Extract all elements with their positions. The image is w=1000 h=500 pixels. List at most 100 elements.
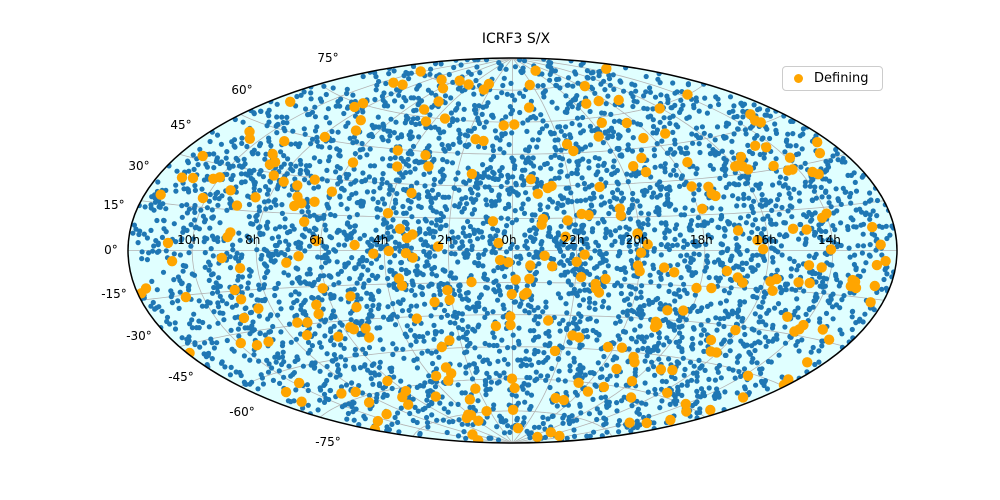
sources-point xyxy=(303,167,309,173)
hour-tick-label: 16h xyxy=(754,233,777,247)
sources-point xyxy=(265,219,271,225)
defining-point xyxy=(231,200,243,211)
sources-point xyxy=(750,253,756,259)
sources-point xyxy=(531,307,537,313)
sources-point xyxy=(414,180,420,186)
sources-point xyxy=(274,122,280,128)
sources-point xyxy=(586,158,592,164)
sources-point xyxy=(673,172,679,178)
sources-point xyxy=(289,280,295,286)
hour-tick-label: 8h xyxy=(245,233,260,247)
sources-point xyxy=(380,121,386,127)
sources-point xyxy=(626,243,632,249)
sources-point xyxy=(414,303,420,309)
sources-point xyxy=(750,293,756,300)
sources-point xyxy=(375,114,381,120)
sources-point xyxy=(564,326,570,333)
sources-point xyxy=(658,276,664,282)
sources-point xyxy=(460,116,467,122)
sources-point xyxy=(407,410,413,417)
sources-point xyxy=(463,370,469,376)
sources-point xyxy=(235,326,241,332)
sources-point xyxy=(210,253,216,259)
sources-point xyxy=(606,305,612,311)
sources-point xyxy=(640,345,646,352)
sources-point xyxy=(275,351,281,357)
sources-point xyxy=(409,278,415,284)
sources-point xyxy=(867,190,873,196)
sources-point xyxy=(741,366,748,372)
sources-point xyxy=(164,318,170,325)
sources-point xyxy=(637,323,643,329)
sources-point xyxy=(179,203,185,209)
sources-point xyxy=(173,182,179,188)
sources-point xyxy=(616,429,622,435)
sources-point xyxy=(251,185,257,191)
sources-point xyxy=(821,289,827,295)
hour-tick-label: 4h xyxy=(373,233,388,247)
lat-tick-label: -75° xyxy=(315,435,341,449)
defining-point xyxy=(234,263,246,274)
sources-point xyxy=(396,178,402,184)
sources-point xyxy=(531,317,537,323)
sources-point xyxy=(595,163,601,169)
sources-point xyxy=(284,230,291,236)
defining-point xyxy=(865,297,876,308)
sources-point xyxy=(466,232,473,239)
sources-point xyxy=(260,231,266,237)
defining-point xyxy=(444,294,455,306)
sources-point xyxy=(282,128,288,134)
defining-point xyxy=(411,313,422,324)
sources-point xyxy=(337,174,343,180)
sources-point xyxy=(616,135,622,141)
sources-point xyxy=(346,195,352,201)
sources-point xyxy=(521,419,527,426)
sources-point xyxy=(518,68,524,74)
sources-point xyxy=(187,321,193,327)
sources-point xyxy=(802,183,808,189)
sources-point xyxy=(318,387,324,393)
sources-point xyxy=(853,265,859,271)
sources-point xyxy=(624,171,630,177)
sources-point xyxy=(778,309,784,316)
sources-point xyxy=(795,314,801,320)
sources-point xyxy=(543,377,549,383)
defining-point xyxy=(532,431,543,443)
defining-point xyxy=(635,247,647,258)
defining-point xyxy=(549,345,561,357)
sources-point xyxy=(761,226,767,232)
sources-point xyxy=(322,333,328,339)
sources-point xyxy=(332,248,339,254)
sources-point xyxy=(248,292,254,298)
sources-point xyxy=(233,302,239,308)
sources-point xyxy=(617,318,623,324)
sources-point xyxy=(260,381,266,387)
defining-point xyxy=(767,285,778,296)
sources-point xyxy=(547,77,553,83)
sources-point xyxy=(380,196,386,202)
sources-point xyxy=(366,392,373,398)
defining-point xyxy=(235,337,246,349)
sources-point xyxy=(667,401,673,407)
sources-point xyxy=(259,297,265,304)
sources-point xyxy=(774,332,780,338)
sources-point xyxy=(449,243,455,249)
sources-point xyxy=(577,122,583,128)
sources-point xyxy=(501,430,508,436)
sources-point xyxy=(452,203,458,209)
sources-point xyxy=(618,79,624,85)
sources-point xyxy=(266,113,272,119)
sources-point xyxy=(315,407,321,413)
sources-point xyxy=(256,208,262,214)
sources-point xyxy=(748,256,754,263)
sources-point xyxy=(565,197,571,203)
sources-point xyxy=(441,173,447,179)
sources-point xyxy=(804,214,810,220)
sources-point xyxy=(519,384,525,390)
sources-point xyxy=(349,380,355,386)
sources-point xyxy=(676,343,682,350)
sources-point xyxy=(456,417,462,423)
sources-point xyxy=(556,175,562,181)
sources-point xyxy=(450,141,456,147)
sources-point xyxy=(311,185,317,191)
